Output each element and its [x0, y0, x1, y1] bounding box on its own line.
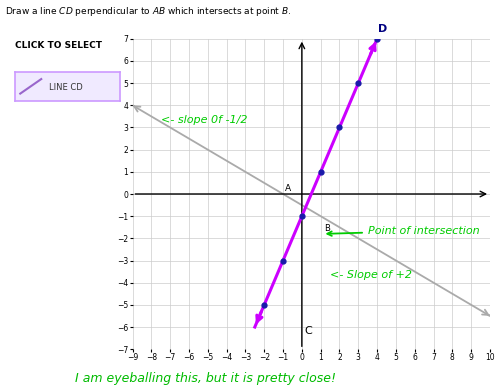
Text: B: B [324, 223, 330, 232]
Text: CLICK TO SELECT: CLICK TO SELECT [15, 42, 102, 50]
Text: LINE CD: LINE CD [48, 83, 82, 92]
Text: Point of intersection: Point of intersection [328, 226, 480, 236]
Text: A: A [284, 184, 290, 193]
Text: <- Slope of +2: <- Slope of +2 [330, 270, 412, 280]
Text: C: C [304, 326, 312, 336]
Text: I am eyeballing this, but it is pretty close!: I am eyeballing this, but it is pretty c… [75, 372, 336, 385]
Text: Draw a line $CD$ perpendicular to $AB$ which intersects at point $B$.: Draw a line $CD$ perpendicular to $AB$ w… [5, 5, 292, 17]
Text: <- slope 0f -1/2: <- slope 0f -1/2 [160, 115, 247, 125]
Text: D: D [378, 24, 388, 34]
